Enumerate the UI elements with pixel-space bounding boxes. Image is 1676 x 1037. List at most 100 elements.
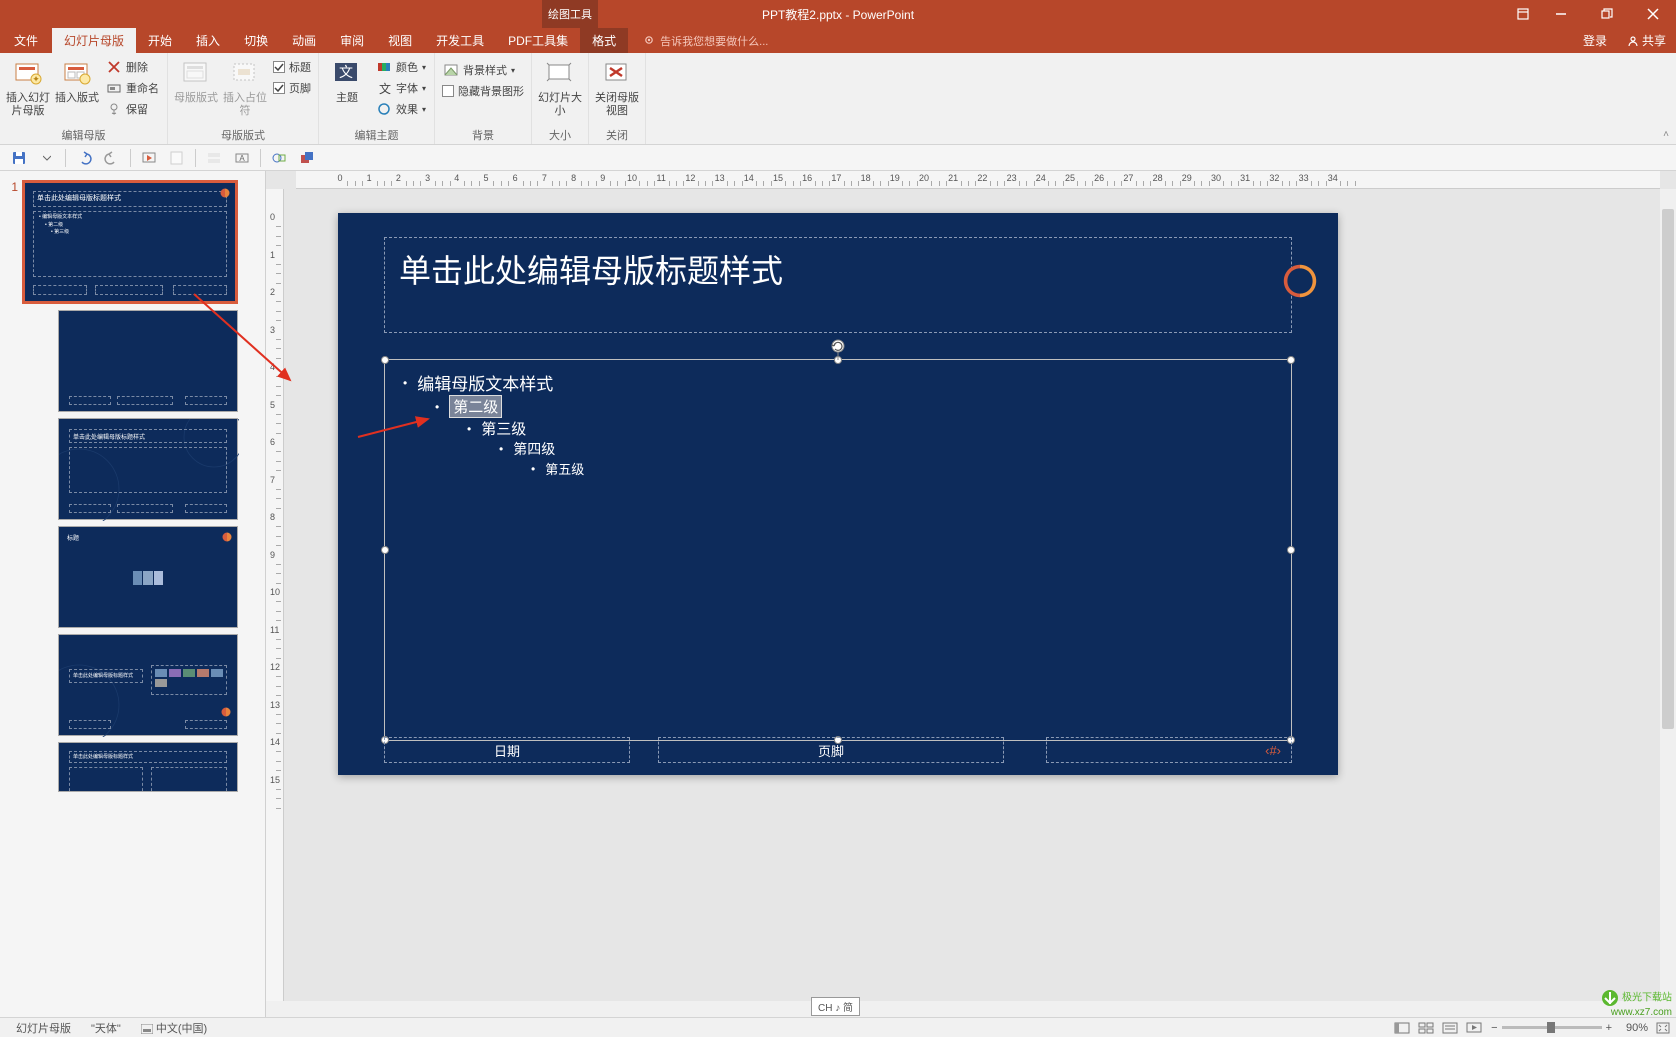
rotation-handle[interactable] bbox=[830, 338, 846, 360]
colors-button[interactable]: 颜色 ▾ bbox=[373, 58, 429, 76]
insert-placeholder-button[interactable]: 插入占位符 bbox=[222, 55, 268, 118]
body-level-1[interactable]: 编辑母版文本样式 bbox=[417, 370, 553, 395]
tell-me-search[interactable]: 告诉我您想要做什么... bbox=[644, 28, 768, 53]
zoom-slider[interactable] bbox=[1502, 1026, 1602, 1029]
svg-text:文: 文 bbox=[379, 81, 391, 95]
close-button[interactable] bbox=[1630, 0, 1676, 28]
master-layout-button[interactable]: 母版版式 bbox=[173, 55, 219, 105]
normal-view-button[interactable] bbox=[1391, 1019, 1413, 1037]
status-theme[interactable]: "天体" bbox=[81, 1020, 131, 1036]
body-level-2-selected[interactable]: 第二级 bbox=[449, 395, 502, 418]
restore-button[interactable] bbox=[1584, 0, 1630, 28]
group-master-layout: 母版版式 插入占位符 标题 页脚 母版版式 bbox=[168, 53, 319, 144]
collapse-ribbon-button[interactable]: ˄ bbox=[1656, 53, 1676, 144]
layout-thumbnail[interactable] bbox=[58, 310, 238, 412]
layout-thumbnail[interactable]: 单击此处编辑母版标题样式 bbox=[58, 742, 238, 792]
status-language[interactable]: 中文(中国) bbox=[131, 1020, 217, 1036]
preserve-button[interactable]: 保留 bbox=[103, 100, 162, 118]
qat-arrange[interactable] bbox=[294, 147, 320, 169]
tab-developer[interactable]: 开发工具 bbox=[424, 28, 496, 53]
qat-text-box[interactable]: A bbox=[229, 147, 255, 169]
tab-pdf-tools[interactable]: PDF工具集 bbox=[496, 28, 580, 53]
title-placeholder[interactable]: 单击此处编辑母版标题样式 bbox=[384, 237, 1292, 333]
reading-view-button[interactable] bbox=[1439, 1019, 1461, 1037]
group-background: 背景样式 ▾ 隐藏背景图形 背景 bbox=[435, 53, 532, 144]
tab-review[interactable]: 审阅 bbox=[328, 28, 376, 53]
tab-file[interactable]: 文件 bbox=[0, 28, 52, 53]
footer-checkbox[interactable]: 页脚 bbox=[271, 79, 313, 97]
group-edit-theme: 文 主题 颜色 ▾ 文字体 ▾ 效果 ▾ 编辑主题 bbox=[319, 53, 435, 144]
body-level-3[interactable]: 第三级 bbox=[481, 418, 526, 439]
quick-access-toolbar: A bbox=[0, 145, 1676, 171]
hide-bg-graphics-checkbox[interactable]: 隐藏背景图形 bbox=[440, 82, 526, 100]
vertical-scrollbar[interactable] bbox=[1660, 189, 1676, 1001]
qat-from-beginning[interactable] bbox=[136, 147, 162, 169]
status-bar: 幻灯片母版 "天体" 中文(中国) − + 90% bbox=[0, 1017, 1676, 1037]
rename-button[interactable]: 重命名 bbox=[103, 79, 162, 97]
scrollbar-thumb[interactable] bbox=[1662, 209, 1674, 729]
title-bar: 绘图工具 PPT教程2.pptx - PowerPoint bbox=[0, 0, 1676, 28]
main-area: 1 单击此处编辑母版标题样式 • 编辑母版文本样式 • 第二级 • 第三级 bbox=[0, 171, 1676, 1017]
tab-view[interactable]: 视图 bbox=[376, 28, 424, 53]
insert-layout-button[interactable]: 插入版式 bbox=[54, 55, 100, 105]
thumb-index: 1 bbox=[4, 180, 22, 304]
slide-size-button[interactable]: 幻灯片大小 bbox=[537, 55, 583, 118]
qat-save[interactable] bbox=[6, 147, 32, 169]
title-checkbox[interactable]: 标题 bbox=[271, 58, 313, 76]
share-button[interactable]: 共享 bbox=[1617, 28, 1676, 53]
qat-shapes[interactable] bbox=[266, 147, 292, 169]
zoom-control[interactable]: − + 90% bbox=[1491, 1022, 1670, 1034]
themes-button[interactable]: 文 主题 bbox=[324, 55, 370, 105]
ribbon: ✦ 插入幻灯片母版 插入版式 删除 重命名 保留 编辑母版 母版版式 插入占 bbox=[0, 53, 1676, 145]
date-placeholder[interactable]: 日期 bbox=[384, 737, 630, 763]
body-placeholder[interactable]: •编辑母版文本样式 •第二级 •第三级 •第四级 •第五级 bbox=[384, 359, 1292, 741]
fonts-button[interactable]: 文字体 ▾ bbox=[373, 79, 429, 97]
pagenum-placeholder[interactable]: ‹#› bbox=[1046, 737, 1292, 763]
tab-slide-master[interactable]: 幻灯片母版 bbox=[52, 28, 136, 53]
master-thumbnail[interactable]: 单击此处编辑母版标题样式 • 编辑母版文本样式 • 第二级 • 第三级 bbox=[22, 180, 238, 304]
zoom-out-button[interactable]: − bbox=[1491, 1022, 1497, 1034]
title-text[interactable]: 单击此处编辑母版标题样式 bbox=[385, 238, 1291, 300]
qat-undo[interactable] bbox=[71, 147, 97, 169]
layout-thumbnail[interactable]: 单击此处编辑母版标题样式 bbox=[58, 634, 238, 736]
horizontal-ruler: 0123456789101112131415161718192021222324… bbox=[296, 171, 1660, 189]
close-master-view-button[interactable]: 关闭母版视图 bbox=[594, 55, 640, 118]
horizontal-scrollbar[interactable]: CH ♪ 简 bbox=[266, 1001, 1676, 1017]
slideshow-view-button[interactable] bbox=[1463, 1019, 1485, 1037]
footer-placeholder[interactable]: 页脚 bbox=[658, 737, 1004, 763]
ribbon-display-options[interactable] bbox=[1508, 0, 1538, 28]
group-close: 关闭母版视图 关闭 bbox=[589, 53, 646, 144]
sign-in-button[interactable]: 登录 bbox=[1573, 28, 1617, 53]
qat-section[interactable] bbox=[201, 147, 227, 169]
tab-home[interactable]: 开始 bbox=[136, 28, 184, 53]
group-size: 幻灯片大小 大小 bbox=[532, 53, 589, 144]
layout-thumbnail[interactable]: 单击此处编辑母版标题样式 bbox=[58, 418, 238, 520]
fit-to-window-button[interactable] bbox=[1656, 1022, 1670, 1034]
slide-canvas[interactable]: 单击此处编辑母版标题样式 bbox=[338, 213, 1338, 775]
body-level-4[interactable]: 第四级 bbox=[513, 439, 555, 459]
insert-slide-master-button[interactable]: ✦ 插入幻灯片母版 bbox=[5, 55, 51, 118]
tab-animation[interactable]: 动画 bbox=[280, 28, 328, 53]
body-level-5[interactable]: 第五级 bbox=[545, 459, 584, 478]
thumbnail-pane[interactable]: 1 单击此处编辑母版标题样式 • 编辑母版文本样式 • 第二级 • 第三级 bbox=[0, 171, 266, 1017]
zoom-percent[interactable]: 90% bbox=[1616, 1022, 1648, 1034]
qat-redo[interactable] bbox=[99, 147, 125, 169]
status-view[interactable]: 幻灯片母版 bbox=[6, 1020, 81, 1036]
tab-insert[interactable]: 插入 bbox=[184, 28, 232, 53]
delete-button[interactable]: 删除 bbox=[103, 58, 162, 76]
tell-me-label: 告诉我您想要做什么... bbox=[660, 33, 768, 49]
slide-canvas-wrap[interactable]: 单击此处编辑母版标题样式 bbox=[296, 189, 1660, 1001]
tab-transition[interactable]: 切换 bbox=[232, 28, 280, 53]
ime-indicator[interactable]: CH ♪ 简 bbox=[811, 997, 860, 1016]
tab-format[interactable]: 格式 bbox=[580, 28, 628, 53]
qat-dropdown[interactable] bbox=[34, 147, 60, 169]
svg-text:✦: ✦ bbox=[32, 74, 40, 84]
zoom-in-button[interactable]: + bbox=[1606, 1022, 1612, 1034]
minimize-button[interactable] bbox=[1538, 0, 1584, 28]
background-styles-button[interactable]: 背景样式 ▾ bbox=[440, 61, 526, 79]
sorter-view-button[interactable] bbox=[1415, 1019, 1437, 1037]
effects-button[interactable]: 效果 ▾ bbox=[373, 100, 429, 118]
window-title: PPT教程2.pptx - PowerPoint bbox=[762, 6, 914, 23]
qat-new-slide[interactable] bbox=[164, 147, 190, 169]
layout-thumbnail[interactable]: 标题 bbox=[58, 526, 238, 628]
